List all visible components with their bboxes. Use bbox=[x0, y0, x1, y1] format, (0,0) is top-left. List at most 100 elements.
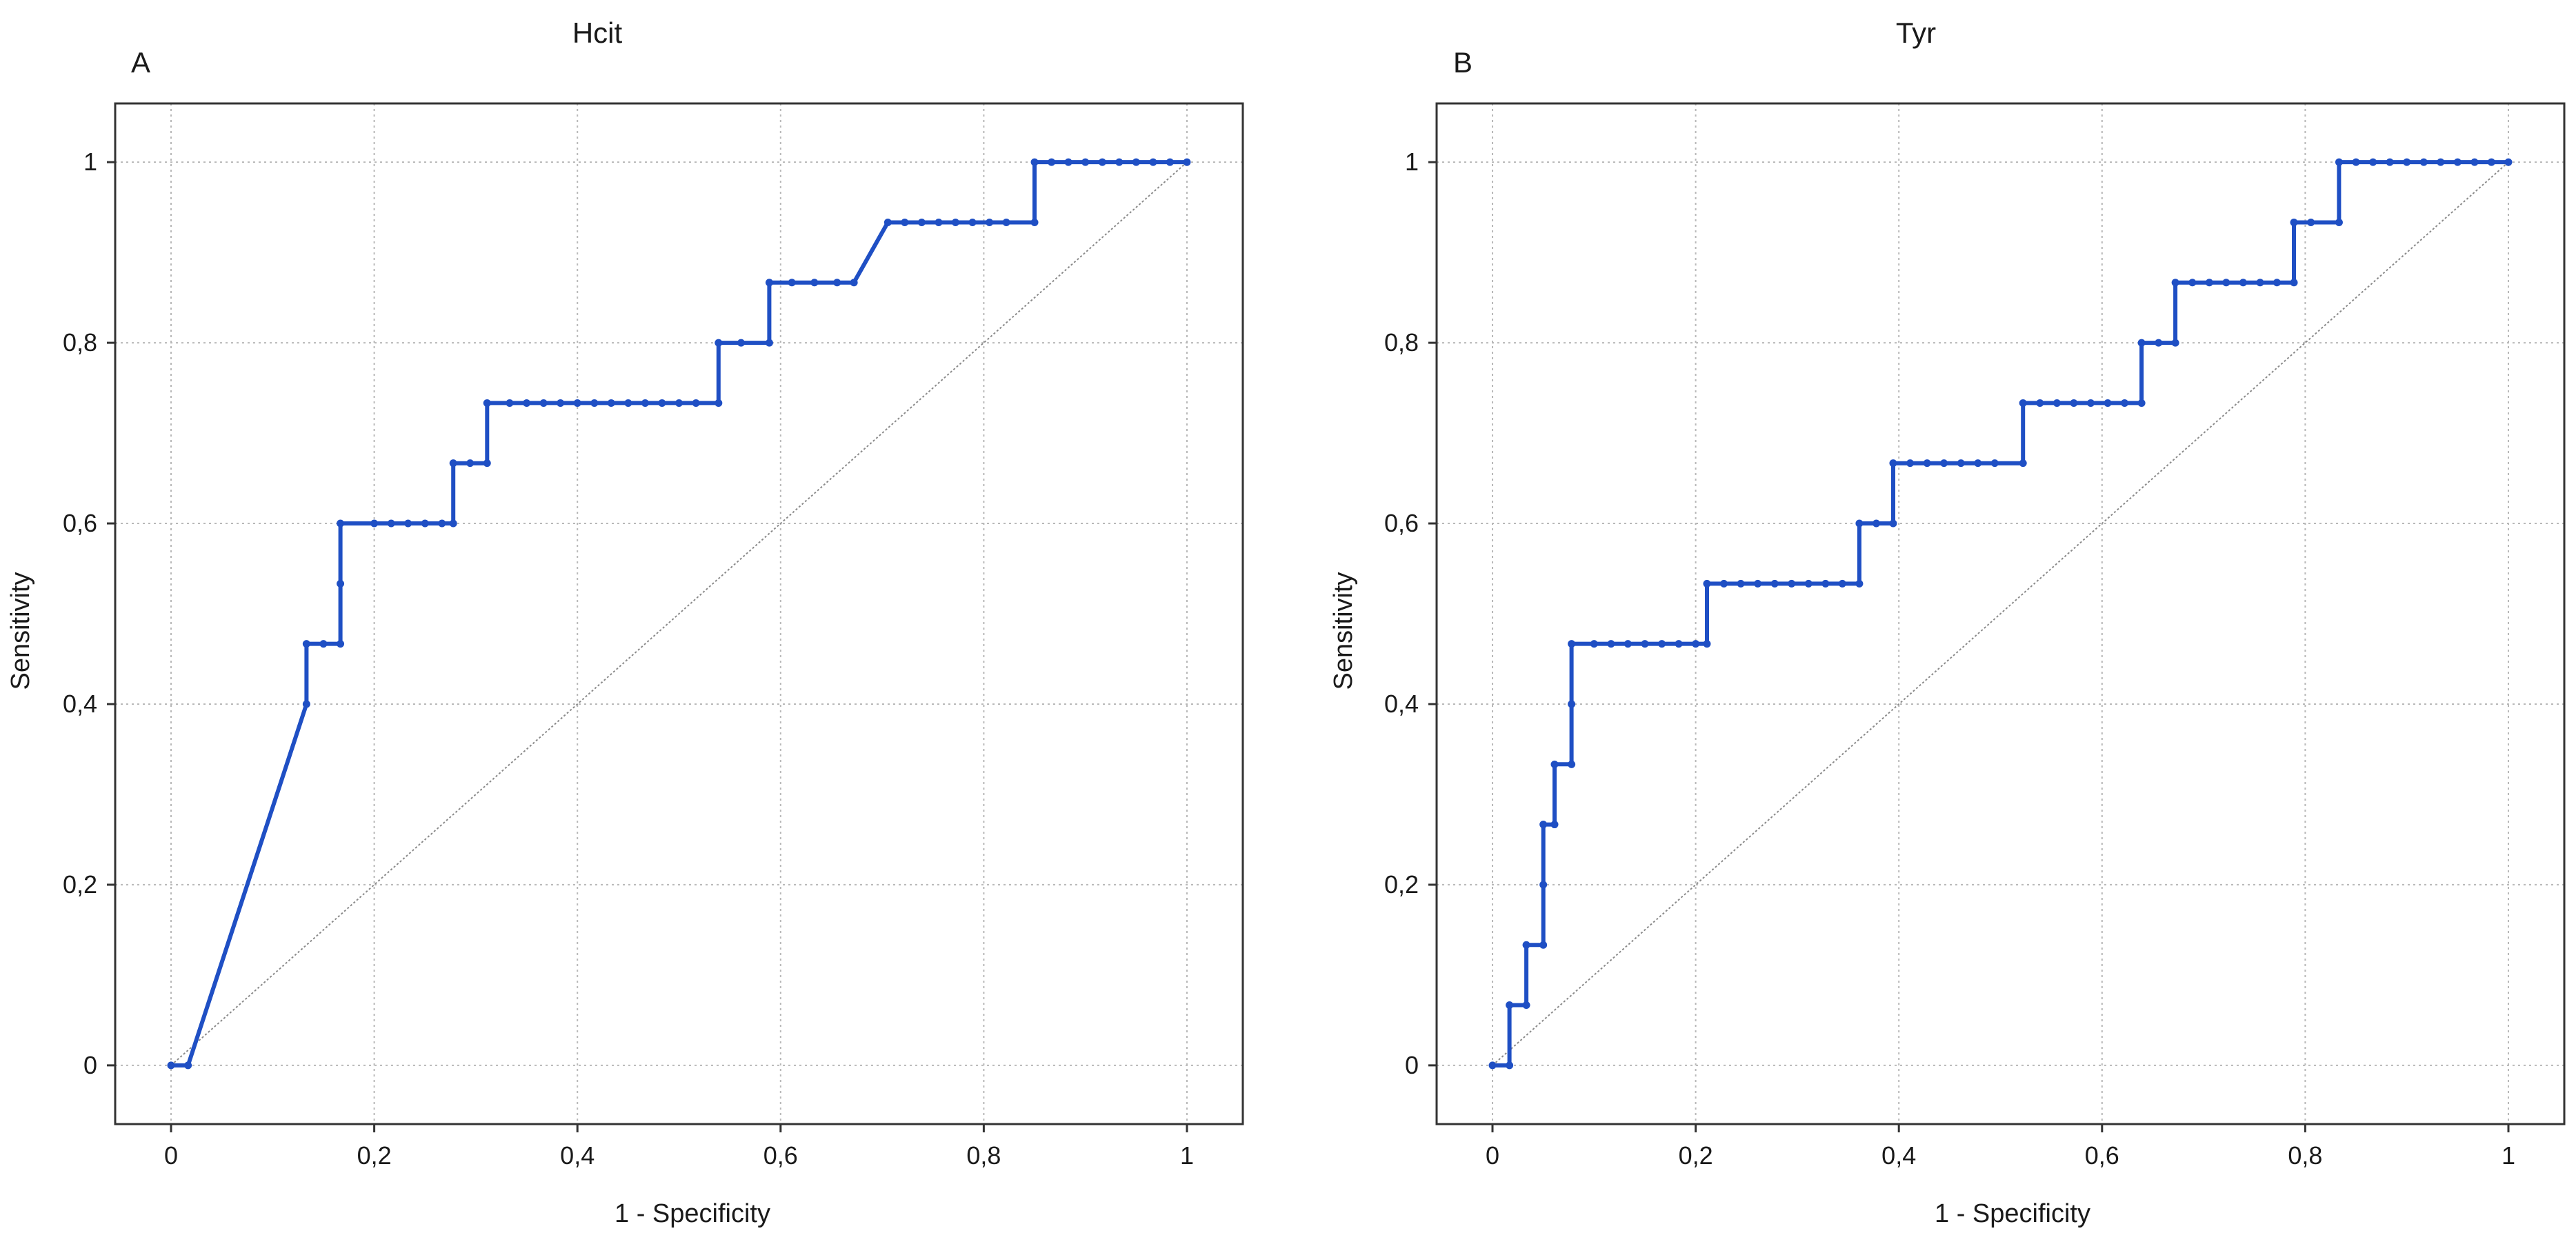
panel-a-roc-point-28 bbox=[675, 399, 683, 407]
panel-b-x-tick-label-3: 0,6 bbox=[2085, 1141, 2119, 1170]
panel-b-x-tick-label-1: 0,2 bbox=[1679, 1141, 1713, 1170]
panel-a-roc-point-24 bbox=[607, 399, 615, 407]
panel-a-roc-point-21 bbox=[557, 399, 565, 407]
panel-b-plot-frame bbox=[1435, 102, 2566, 1125]
panel-a-reference-diagonal bbox=[170, 161, 1188, 1066]
panel-a-roc-point-56 bbox=[1166, 158, 1174, 166]
panel-b-roc-point-27 bbox=[1804, 579, 1813, 588]
panel-a-plot-frame bbox=[114, 102, 1244, 1125]
panel-b-title: Tyr bbox=[1896, 17, 1936, 49]
panel-b-roc-point-14 bbox=[1607, 640, 1615, 648]
panel-b-roc-point-46 bbox=[2086, 399, 2095, 407]
panel-a-roc-point-26 bbox=[641, 399, 649, 407]
panel-a-x-tick-label-2: 0,4 bbox=[560, 1141, 595, 1170]
panel-b-roc-point-11 bbox=[1568, 700, 1576, 708]
panel-a-reference-diagonal-group bbox=[170, 161, 1188, 1066]
panel-a-roc-point-18 bbox=[506, 399, 514, 407]
panel-b-y-axis-title: Sensitivity bbox=[1329, 572, 1358, 690]
panel-a-roc-point-15 bbox=[466, 459, 475, 468]
panel-a-roc-point-5 bbox=[337, 640, 345, 648]
panel-b-roc-point-58 bbox=[2256, 279, 2264, 287]
panel-b-roc-point-47 bbox=[2104, 399, 2112, 407]
panel-a-roc-point-3 bbox=[302, 640, 310, 648]
panel-b-roc-point-67 bbox=[2386, 158, 2394, 166]
panel-b-roc-point-6 bbox=[1539, 881, 1548, 889]
panel-b-roc-point-18 bbox=[1675, 640, 1683, 648]
panel-a-roc-point-16 bbox=[483, 459, 491, 468]
panel-b-roc-point-33 bbox=[1889, 519, 1897, 528]
panel-b-roc-point-61 bbox=[2290, 218, 2298, 226]
panel-a-roc-point-14 bbox=[449, 459, 457, 468]
panel-a-roc-point-31 bbox=[715, 339, 723, 347]
panel-a-roc-point-22 bbox=[573, 399, 581, 407]
panel-b-roc-point-63 bbox=[2335, 218, 2343, 226]
panel-b-roc-point-29 bbox=[1838, 579, 1846, 588]
panel-a-roc-point-12 bbox=[438, 519, 446, 528]
panel-b-roc-point-71 bbox=[2453, 158, 2462, 166]
panel-a-roc-point-44 bbox=[968, 218, 977, 226]
panel-a-roc-point-20 bbox=[539, 399, 548, 407]
panel-b-roc-point-31 bbox=[1855, 519, 1864, 528]
panel-a-y-tick-label-2: 0,4 bbox=[63, 690, 97, 718]
panel-a-roc-point-30 bbox=[715, 399, 723, 407]
panel-b-roc-point-25 bbox=[1770, 579, 1779, 588]
panel-b-letter: B bbox=[1453, 46, 1472, 79]
panel-a-roc-point-37 bbox=[833, 279, 841, 287]
panel-a-roc-point-46 bbox=[1002, 218, 1010, 226]
panel-b-roc-point-19 bbox=[1692, 640, 1700, 648]
panel-b-roc-point-40 bbox=[1990, 459, 1999, 468]
panel-b-roc-point-7 bbox=[1539, 821, 1548, 829]
panel-a-roc-point-49 bbox=[1048, 158, 1056, 166]
panel-a-roc-point-27 bbox=[658, 399, 666, 407]
panel-b-roc-point-68 bbox=[2403, 158, 2411, 166]
panel-a-x-tick-label-3: 0,6 bbox=[763, 1141, 798, 1170]
panel-b-roc-point-32 bbox=[1873, 519, 1881, 528]
panel-a-x-tick-label-5: 1 bbox=[1180, 1141, 1194, 1170]
panel-b-roc-point-8 bbox=[1550, 821, 1559, 829]
panel-b-roc-point-57 bbox=[2239, 279, 2247, 287]
panel-a-title: Hcit bbox=[572, 17, 623, 49]
panel-a-roc-point-57 bbox=[1183, 158, 1191, 166]
panel-a-x-tick-label-1: 0,2 bbox=[357, 1141, 392, 1170]
panel-b-roc-point-4 bbox=[1522, 941, 1530, 949]
panel-a-roc-point-9 bbox=[387, 519, 395, 528]
panel-b-roc-point-54 bbox=[2188, 279, 2197, 287]
panel-a-roc-point-40 bbox=[901, 218, 909, 226]
panel-a-letter: A bbox=[131, 46, 150, 79]
panel-a-roc-curve bbox=[171, 160, 1187, 1068]
panel-b-roc-point-35 bbox=[1906, 459, 1915, 468]
panel-b-roc-point-30 bbox=[1855, 579, 1864, 588]
panel-a-roc-point-52 bbox=[1098, 158, 1106, 166]
panel-a-roc-point-2 bbox=[302, 700, 310, 708]
panel-b-roc-point-9 bbox=[1550, 760, 1559, 768]
panel-a-roc-point-7 bbox=[337, 519, 345, 528]
panel-a-roc-point-42 bbox=[935, 218, 943, 226]
panel-b-roc-point-2 bbox=[1506, 1001, 1514, 1010]
panel-b-roc-point-22 bbox=[1720, 579, 1728, 588]
panel-a-roc-point-1 bbox=[184, 1061, 192, 1070]
panel-a-x-tick-label-4: 0,8 bbox=[966, 1141, 1001, 1170]
panel-b-roc-point-15 bbox=[1624, 640, 1632, 648]
panel-b-roc-point-39 bbox=[1974, 459, 1982, 468]
panel-b-reference-diagonal-group bbox=[1492, 161, 2509, 1066]
panel-a-roc-point-47 bbox=[1030, 218, 1039, 226]
panel-a-ticks: 0 0,2 0,4 0,6 0,8 1 0 0,2 0,4 0,6 0,8 1 bbox=[63, 148, 1194, 1170]
panel-b-roc-point-37 bbox=[1940, 459, 1948, 468]
panel-a-roc-point-39 bbox=[883, 218, 892, 226]
panel-a-roc-point-53 bbox=[1115, 158, 1124, 166]
panel-b-roc-point-21 bbox=[1703, 579, 1711, 588]
panel-a-y-tick-label-3: 0,6 bbox=[63, 509, 97, 537]
panel-b-x-tick-label-4: 0,8 bbox=[2288, 1141, 2322, 1170]
panel-b-roc-point-62 bbox=[2307, 218, 2315, 226]
panel-a-roc-point-54 bbox=[1132, 158, 1140, 166]
panel-b-y-tick-label-5: 1 bbox=[1405, 148, 1419, 176]
panel-b-roc-point-64 bbox=[2335, 158, 2343, 166]
panel-b-roc-point-56 bbox=[2222, 279, 2230, 287]
panel-b-roc-point-36 bbox=[1923, 459, 1931, 468]
panel-b-x-tick-label-2: 0,4 bbox=[1881, 1141, 1916, 1170]
panel-b-roc-point-43 bbox=[2036, 399, 2044, 407]
panel-b-y-tick-label-0: 0 bbox=[1405, 1051, 1419, 1079]
panel-b-x-axis-title: 1 - Specificity bbox=[1935, 1199, 2090, 1228]
panel-b-roc-point-59 bbox=[2273, 279, 2281, 287]
